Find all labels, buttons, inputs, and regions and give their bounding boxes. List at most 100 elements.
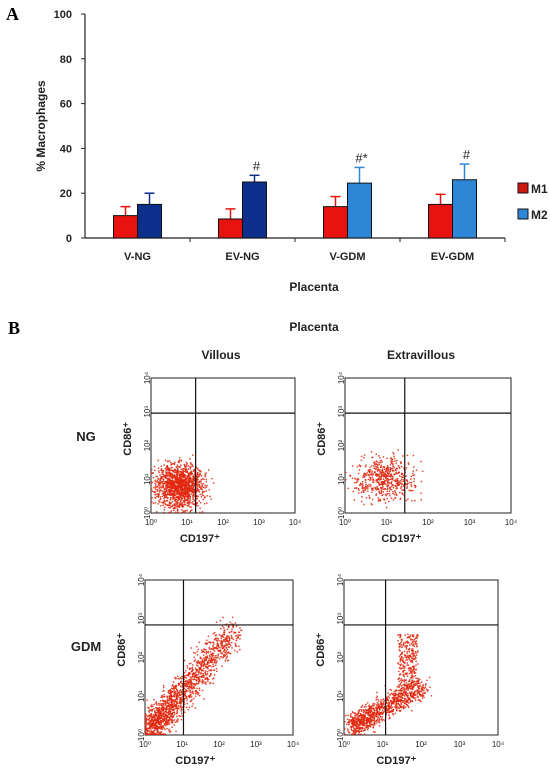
event-dot bbox=[415, 668, 417, 671]
event-dot bbox=[383, 702, 385, 705]
event-dot bbox=[186, 498, 189, 501]
event-dot bbox=[226, 636, 229, 638]
event-dot bbox=[379, 462, 382, 464]
event-dot bbox=[415, 660, 418, 663]
event-dot bbox=[191, 502, 194, 505]
event-dot bbox=[186, 699, 189, 702]
event-dot bbox=[365, 705, 367, 708]
event-dot bbox=[176, 698, 179, 701]
event-dot bbox=[201, 492, 204, 494]
event-dot bbox=[192, 503, 195, 505]
event-dot bbox=[181, 484, 184, 487]
event-dot bbox=[409, 481, 411, 484]
event-dot bbox=[362, 489, 364, 492]
event-dot bbox=[413, 480, 415, 483]
event-dot bbox=[373, 461, 376, 463]
event-dot bbox=[159, 479, 161, 481]
event-dot bbox=[179, 487, 182, 489]
event-dot bbox=[392, 453, 395, 455]
event-dot bbox=[189, 472, 192, 474]
event-dot bbox=[357, 727, 360, 729]
event-dot bbox=[156, 493, 159, 495]
y-tick-label: 10⁴ bbox=[143, 371, 152, 384]
event-dot bbox=[404, 656, 407, 658]
y-axis-label: CD86⁺ bbox=[122, 422, 134, 456]
x-tick-label: 10³ bbox=[253, 518, 265, 527]
event-dot bbox=[407, 702, 410, 704]
event-dot bbox=[186, 697, 188, 700]
event-dot bbox=[212, 652, 215, 655]
y-tick-label: 100 bbox=[54, 9, 72, 21]
event-dot bbox=[230, 644, 232, 647]
event-dot bbox=[165, 700, 168, 703]
event-dot bbox=[386, 457, 388, 460]
event-dot bbox=[206, 661, 209, 664]
event-dot bbox=[360, 710, 363, 713]
event-dot bbox=[165, 495, 168, 498]
event-dot bbox=[162, 471, 165, 473]
event-dot bbox=[147, 706, 149, 709]
event-dot bbox=[363, 733, 366, 736]
event-dot bbox=[400, 472, 403, 475]
event-dot bbox=[155, 700, 158, 703]
event-dot bbox=[199, 501, 202, 504]
event-dot bbox=[376, 473, 379, 475]
event-dot bbox=[191, 691, 194, 694]
event-dot bbox=[372, 465, 375, 467]
event-dot bbox=[168, 459, 171, 462]
event-dot bbox=[175, 493, 177, 496]
event-dot bbox=[199, 511, 201, 514]
event-dot bbox=[403, 689, 406, 691]
event-dot bbox=[384, 502, 387, 504]
event-dot bbox=[387, 704, 390, 706]
event-dot bbox=[408, 678, 411, 681]
event-dot bbox=[358, 719, 361, 722]
event-dot bbox=[174, 693, 177, 695]
event-dot bbox=[163, 718, 166, 721]
event-dot bbox=[376, 466, 379, 469]
event-dot bbox=[381, 716, 384, 718]
event-dot bbox=[188, 686, 191, 689]
event-dot bbox=[201, 669, 204, 671]
event-dot bbox=[362, 487, 365, 490]
event-dot bbox=[378, 711, 380, 713]
event-dot bbox=[353, 481, 356, 484]
event-dot bbox=[400, 685, 403, 687]
flow-plot-1: 10⁰10⁰10¹10¹10²10²10³10³10⁴10⁴CD197⁺CD86… bbox=[122, 371, 302, 545]
event-dot bbox=[220, 635, 222, 637]
event-dot bbox=[196, 472, 199, 475]
event-dot bbox=[408, 637, 411, 639]
event-dot bbox=[384, 470, 387, 473]
event-dot bbox=[168, 489, 170, 491]
event-dot bbox=[184, 499, 187, 502]
event-dot bbox=[403, 661, 406, 664]
event-dot bbox=[402, 671, 405, 673]
event-dot bbox=[395, 696, 398, 699]
event-dot bbox=[359, 730, 362, 733]
event-dot bbox=[224, 651, 227, 654]
event-dot bbox=[391, 706, 394, 709]
event-dot bbox=[411, 644, 414, 647]
event-dot bbox=[174, 468, 176, 471]
event-dot bbox=[348, 718, 351, 721]
event-dot bbox=[413, 683, 415, 686]
event-dot bbox=[372, 707, 375, 710]
event-dot bbox=[406, 675, 409, 677]
event-dot bbox=[368, 721, 371, 723]
event-dot bbox=[178, 714, 181, 717]
y-tick-label: 10⁰ bbox=[337, 507, 346, 519]
event-dot bbox=[395, 469, 398, 472]
event-dot bbox=[203, 667, 205, 670]
event-dot bbox=[378, 463, 381, 466]
event-dot bbox=[172, 481, 175, 484]
event-dot bbox=[384, 469, 387, 472]
event-dot bbox=[193, 492, 196, 494]
event-dot bbox=[377, 716, 380, 719]
event-dot bbox=[416, 651, 419, 654]
event-dot bbox=[423, 689, 425, 692]
event-dot bbox=[405, 687, 407, 690]
event-dot bbox=[406, 687, 409, 689]
event-dot bbox=[366, 709, 369, 712]
event-dot bbox=[182, 501, 184, 504]
event-dot bbox=[382, 480, 385, 483]
